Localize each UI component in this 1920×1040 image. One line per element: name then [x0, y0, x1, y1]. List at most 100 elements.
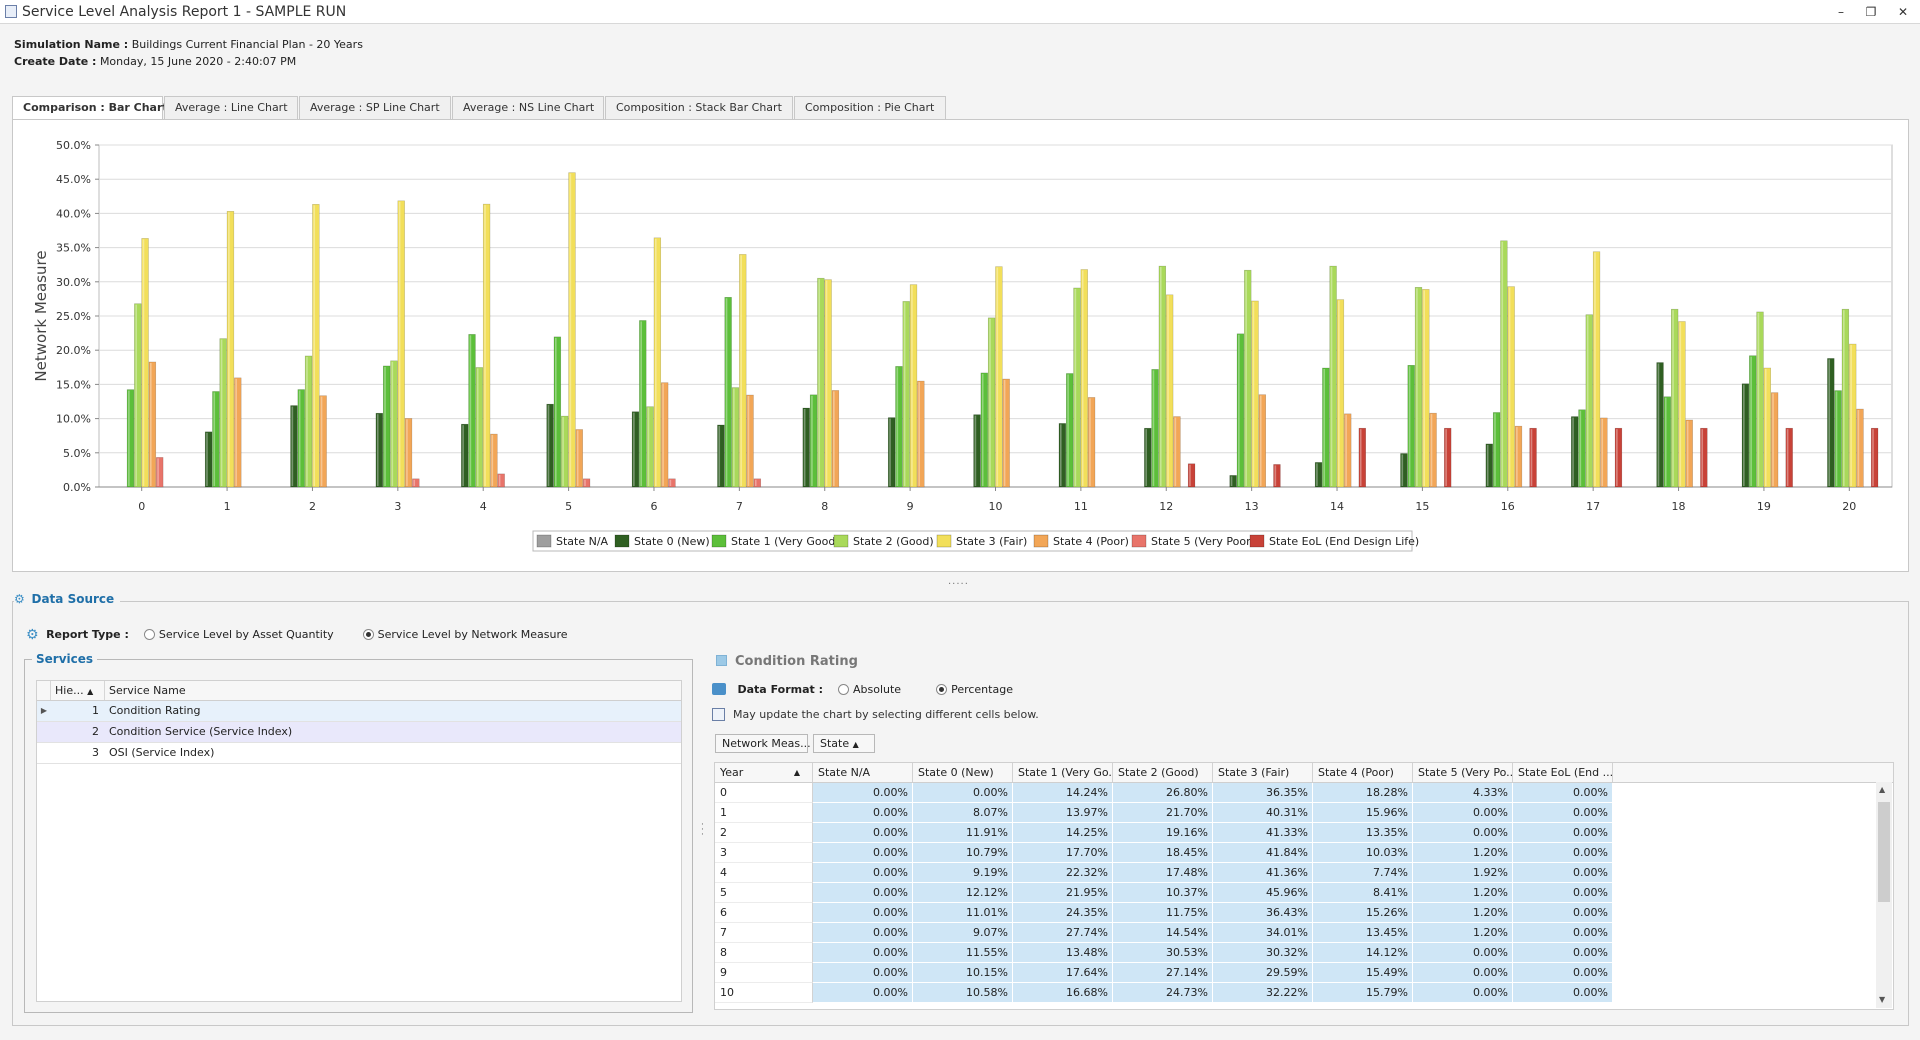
value-cell[interactable]: 15.79%	[1313, 983, 1413, 1003]
value-cell[interactable]: 36.35%	[1213, 783, 1313, 803]
tab-average-line[interactable]: Average : Line Chart	[164, 96, 298, 119]
state-column-header[interactable]: State 4 (Poor)	[1313, 763, 1413, 782]
value-cell[interactable]: 14.25%	[1013, 823, 1113, 843]
year-cell[interactable]: 6	[715, 903, 813, 923]
value-cell[interactable]: 19.16%	[1113, 823, 1213, 843]
radio-network[interactable]	[362, 629, 374, 640]
value-cell[interactable]: 13.48%	[1013, 943, 1113, 963]
scroll-down-icon[interactable]: ▼	[1879, 995, 1886, 1004]
absolute-option[interactable]: Absolute	[838, 683, 901, 696]
value-cell[interactable]: 9.07%	[913, 923, 1013, 943]
tab-composition-stack-bar[interactable]: Composition : Stack Bar Chart	[605, 96, 793, 119]
panel-splitter-handle[interactable]: · · ·	[701, 820, 704, 840]
value-cell[interactable]: 17.64%	[1013, 963, 1113, 983]
close-button[interactable]: ✕	[1897, 5, 1909, 19]
value-cell[interactable]: 0.00%	[813, 803, 913, 823]
value-cell[interactable]: 29.59%	[1213, 963, 1313, 983]
tab-comparison-bar[interactable]: Comparison : Bar Chart	[12, 96, 168, 120]
state-column-header[interactable]: State 1 (Very Go...	[1013, 763, 1113, 782]
value-cell[interactable]: 0.00%	[1513, 883, 1613, 903]
value-cell[interactable]: 7.74%	[1313, 863, 1413, 883]
year-cell[interactable]: 0	[715, 783, 813, 803]
value-cell[interactable]: 0.00%	[1513, 903, 1613, 923]
value-cell[interactable]: 0.00%	[813, 943, 913, 963]
value-cell[interactable]: 0.00%	[813, 923, 913, 943]
value-cell[interactable]: 0.00%	[1513, 943, 1613, 963]
year-cell[interactable]: 3	[715, 843, 813, 863]
value-cell[interactable]: 4.33%	[1413, 783, 1513, 803]
report-network-option[interactable]: Service Level by Network Measure	[362, 628, 568, 641]
value-cell[interactable]: 32.22%	[1213, 983, 1313, 1003]
year-cell[interactable]: 8	[715, 943, 813, 963]
state-column-header[interactable]: State N/A	[813, 763, 913, 782]
bar-chart[interactable]: 0.0%5.0%10.0%15.0%20.0%25.0%30.0%35.0%40…	[13, 120, 1908, 571]
value-cell[interactable]: 17.70%	[1013, 843, 1113, 863]
value-cell[interactable]: 0.00%	[1413, 983, 1513, 1003]
tab-average-sp-line[interactable]: Average : SP Line Chart	[299, 96, 451, 119]
tab-composition-pie[interactable]: Composition : Pie Chart	[794, 96, 946, 119]
value-cell[interactable]: 8.41%	[1313, 883, 1413, 903]
radio-quantity[interactable]	[143, 629, 155, 640]
restore-button[interactable]: ❐	[1865, 5, 1877, 19]
value-cell[interactable]: 10.58%	[913, 983, 1013, 1003]
value-cell[interactable]: 12.12%	[913, 883, 1013, 903]
report-quantity-option[interactable]: Service Level by Asset Quantity	[143, 628, 334, 641]
service-row[interactable]: 2 Condition Service (Service Index)	[37, 722, 681, 743]
value-cell[interactable]: 0.00%	[813, 863, 913, 883]
value-cell[interactable]: 30.53%	[1113, 943, 1213, 963]
service-row[interactable]: 3 OSI (Service Index)	[37, 743, 681, 764]
pivot-field-state[interactable]: State ▲	[813, 734, 875, 753]
value-cell[interactable]: 0.00%	[813, 983, 913, 1003]
value-cell[interactable]: 0.00%	[1413, 803, 1513, 823]
radio-percentage[interactable]	[936, 684, 948, 695]
hierarchy-column-header[interactable]: Hie... ▲	[51, 681, 105, 700]
pivot-field-network-measure[interactable]: Network Meas...	[715, 734, 811, 753]
value-cell[interactable]: 27.74%	[1013, 923, 1113, 943]
value-cell[interactable]: 13.97%	[1013, 803, 1113, 823]
value-cell[interactable]: 10.37%	[1113, 883, 1213, 903]
value-cell[interactable]: 26.80%	[1113, 783, 1213, 803]
value-cell[interactable]: 22.32%	[1013, 863, 1113, 883]
value-cell[interactable]: 1.20%	[1413, 923, 1513, 943]
value-cell[interactable]: 15.49%	[1313, 963, 1413, 983]
value-cell[interactable]: 1.20%	[1413, 903, 1513, 923]
value-cell[interactable]: 14.24%	[1013, 783, 1113, 803]
value-cell[interactable]: 0.00%	[1513, 983, 1613, 1003]
minimize-button[interactable]: –	[1838, 5, 1844, 19]
state-column-header[interactable]: State 0 (New)	[913, 763, 1013, 782]
value-cell[interactable]: 15.26%	[1313, 903, 1413, 923]
value-cell[interactable]: 10.79%	[913, 843, 1013, 863]
value-cell[interactable]: 21.95%	[1013, 883, 1113, 903]
value-cell[interactable]: 36.43%	[1213, 903, 1313, 923]
radio-absolute[interactable]	[838, 684, 849, 695]
value-cell[interactable]: 0.00%	[813, 903, 913, 923]
value-cell[interactable]: 0.00%	[1413, 943, 1513, 963]
value-cell[interactable]: 0.00%	[813, 883, 913, 903]
value-cell[interactable]: 0.00%	[913, 783, 1013, 803]
year-cell[interactable]: 1	[715, 803, 813, 823]
value-cell[interactable]: 13.35%	[1313, 823, 1413, 843]
value-cell[interactable]: 0.00%	[1413, 963, 1513, 983]
value-cell[interactable]: 30.32%	[1213, 943, 1313, 963]
value-cell[interactable]: 0.00%	[1513, 803, 1613, 823]
value-cell[interactable]: 45.96%	[1213, 883, 1313, 903]
value-cell[interactable]: 24.73%	[1113, 983, 1213, 1003]
state-column-header[interactable]: State 5 (Very Po...	[1413, 763, 1513, 782]
state-column-header[interactable]: State 2 (Good)	[1113, 763, 1213, 782]
tab-average-ns-line[interactable]: Average : NS Line Chart	[452, 96, 604, 119]
scroll-up-icon[interactable]: ▲	[1879, 785, 1886, 794]
scrollbar-thumb[interactable]	[1878, 802, 1890, 902]
state-column-header[interactable]: State 3 (Fair)	[1213, 763, 1313, 782]
value-cell[interactable]: 24.35%	[1013, 903, 1113, 923]
value-cell[interactable]: 40.31%	[1213, 803, 1313, 823]
value-cell[interactable]: 1.20%	[1413, 883, 1513, 903]
service-name-column-header[interactable]: Service Name	[109, 684, 186, 697]
value-cell[interactable]: 14.12%	[1313, 943, 1413, 963]
value-cell[interactable]: 41.84%	[1213, 843, 1313, 863]
value-cell[interactable]: 17.48%	[1113, 863, 1213, 883]
value-cell[interactable]: 0.00%	[1513, 843, 1613, 863]
value-cell[interactable]: 8.07%	[913, 803, 1013, 823]
value-cell[interactable]: 11.75%	[1113, 903, 1213, 923]
value-cell[interactable]: 0.00%	[1513, 963, 1613, 983]
grid-vertical-scrollbar[interactable]: ▲ ▼	[1876, 782, 1892, 1008]
